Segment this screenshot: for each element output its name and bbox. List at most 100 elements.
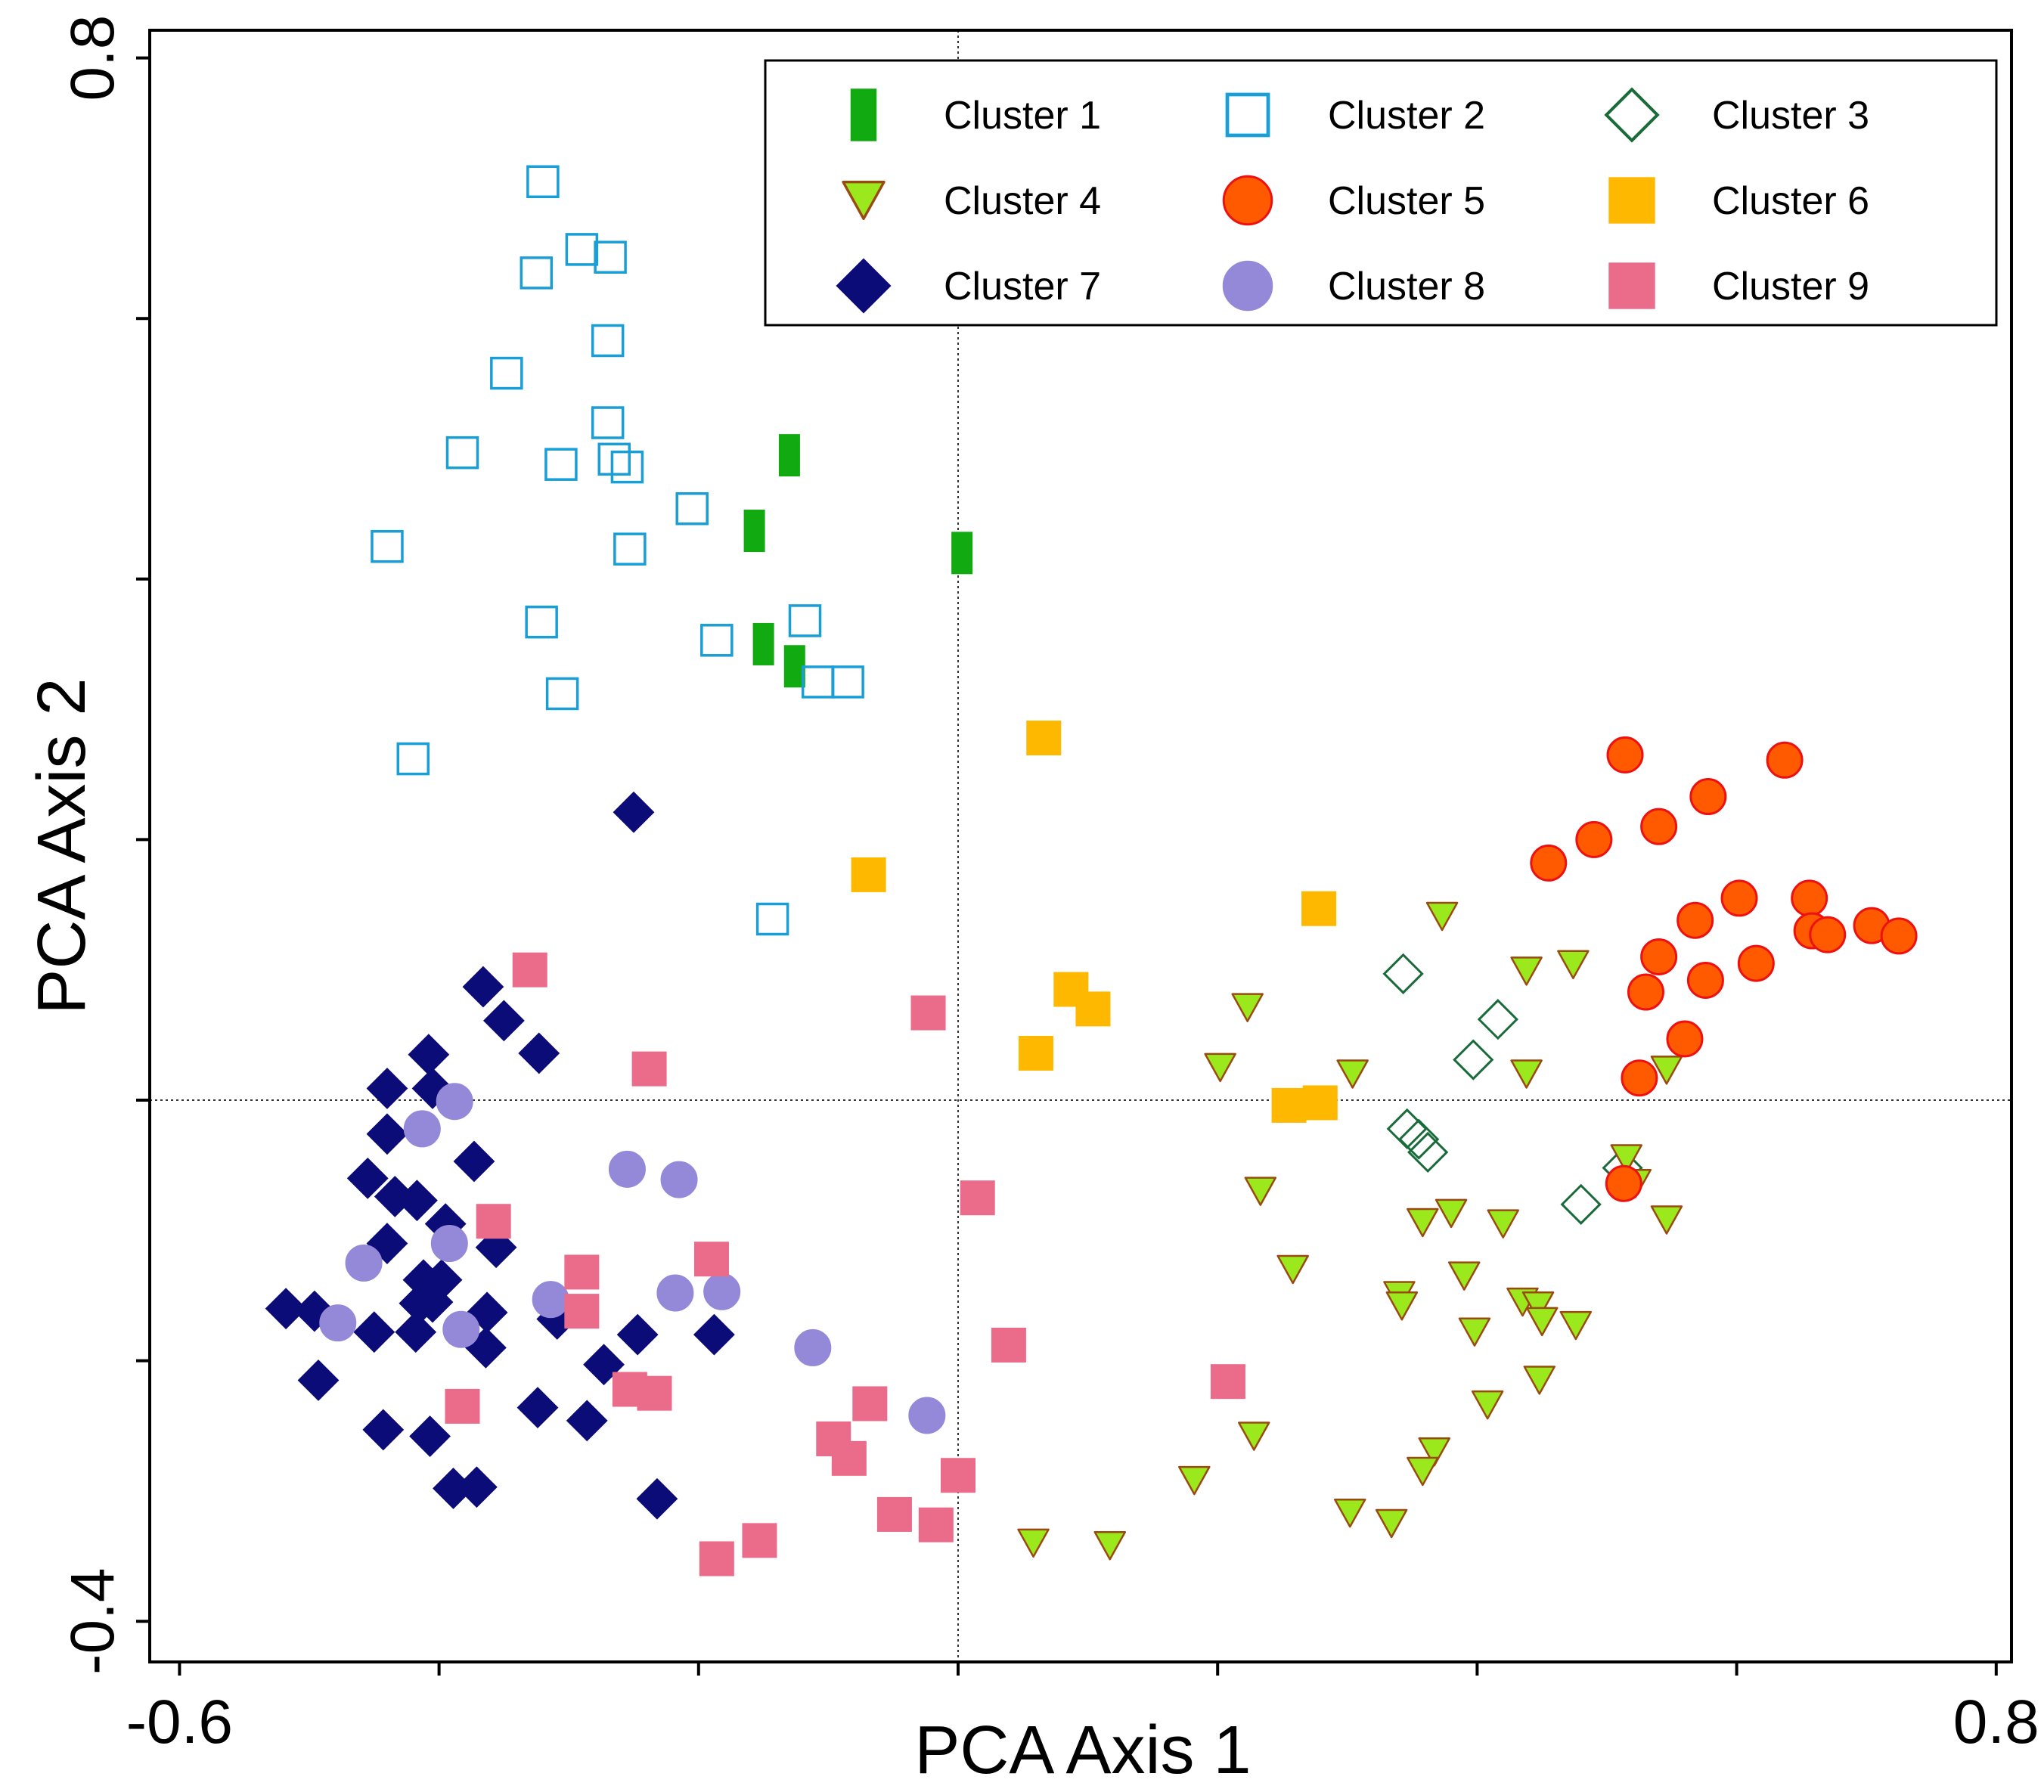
point-cluster-8-11: [794, 1328, 832, 1366]
point-cluster-4-5: [1336, 1059, 1369, 1089]
x-tick-label--0-6: -0.6: [126, 1688, 233, 1756]
point-cluster-2-21: [755, 902, 789, 936]
point-cluster-4-20: [1521, 1291, 1555, 1321]
point-cluster-9-5: [693, 1242, 729, 1277]
point-cluster-1-3: [783, 645, 805, 688]
point-cluster-7-5: [366, 1068, 408, 1109]
point-cluster-5-0: [1606, 736, 1644, 774]
legend-marker-cluster-8: [1222, 260, 1273, 312]
point-cluster-8-6: [532, 1281, 569, 1319]
point-cluster-7-23: [353, 1311, 395, 1353]
legend-item-cluster-3: Cluster 3: [1604, 87, 1869, 143]
point-cluster-2-1: [565, 233, 599, 266]
point-cluster-2-4: [591, 324, 625, 358]
point-cluster-2-20: [396, 742, 430, 776]
point-cluster-5-3: [1640, 808, 1678, 845]
point-cluster-7-1: [462, 966, 504, 1008]
point-cluster-2-7: [445, 436, 479, 470]
point-cluster-7-11: [396, 1180, 438, 1222]
point-cluster-4-28: [1407, 1456, 1439, 1487]
point-cluster-2-2: [520, 256, 554, 290]
point-cluster-9-7: [564, 1294, 600, 1329]
legend: Cluster 1 Cluster 2 Cluster 3 Cluster 4 Clus…: [764, 59, 1998, 327]
point-cluster-1-1: [743, 510, 765, 553]
point-cluster-4-10: [1407, 1208, 1439, 1238]
point-cluster-9-0: [512, 952, 547, 987]
point-cluster-4-6: [1510, 1059, 1543, 1089]
point-cluster-8-12: [908, 1397, 946, 1434]
point-cluster-4-12: [1487, 1209, 1519, 1239]
point-cluster-9-16: [941, 1458, 975, 1493]
point-cluster-5-14: [1737, 944, 1775, 982]
point-cluster-8-0: [436, 1083, 473, 1121]
point-cluster-9-13: [852, 1386, 888, 1422]
point-cluster-4-4: [1204, 1053, 1236, 1083]
point-cluster-3-1: [1477, 999, 1518, 1040]
point-cluster-7-24: [395, 1311, 437, 1353]
point-cluster-7-19: [265, 1288, 307, 1330]
series-cluster-8: [319, 1083, 946, 1434]
point-cluster-4-14: [1650, 1205, 1683, 1235]
point-cluster-7-35: [455, 1466, 498, 1508]
point-cluster-5-13: [1640, 938, 1678, 975]
legend-item-cluster-5: Cluster 5: [1222, 175, 1485, 226]
legend-marker-cluster-6: [1608, 177, 1655, 224]
point-cluster-2-0: [526, 165, 560, 199]
point-cluster-6-2: [1301, 891, 1337, 926]
legend-item-cluster-1: Cluster 1: [850, 88, 1101, 141]
point-cluster-5-5: [1530, 844, 1568, 882]
point-cluster-9-8: [991, 1327, 1026, 1363]
point-cluster-7-26: [693, 1313, 735, 1356]
point-cluster-2-18: [801, 665, 835, 699]
x-axis-title: PCA Axis 1: [914, 1713, 1251, 1788]
x-tick-label-0-8: 0.8: [1953, 1688, 2039, 1756]
legend-item-cluster-9: Cluster 9: [1608, 262, 1869, 309]
point-cluster-4-2: [1557, 950, 1590, 980]
point-cluster-2-6: [591, 406, 625, 439]
series-cluster-5: [1530, 736, 1918, 1202]
point-cluster-7-25: [616, 1313, 659, 1356]
point-cluster-6-5: [1018, 1035, 1053, 1071]
point-cluster-9-11: [637, 1375, 672, 1411]
data-points: [265, 165, 1918, 1577]
point-cluster-1-0: [778, 434, 800, 477]
point-cluster-6-6: [1271, 1087, 1307, 1123]
point-cluster-3-2: [1453, 1039, 1494, 1080]
point-cluster-5-1: [1766, 741, 1804, 779]
point-cluster-7-31: [566, 1400, 608, 1442]
y-tick-label--0-4: -0.4: [58, 1568, 127, 1675]
point-cluster-2-10: [610, 450, 644, 484]
point-cluster-4-23: [1458, 1317, 1491, 1347]
y-tick-label-0-8: 0.8: [58, 15, 127, 101]
point-cluster-2-5: [490, 356, 523, 390]
point-cluster-3-6: [1560, 1183, 1602, 1225]
point-cluster-9-4: [476, 1204, 511, 1239]
point-cluster-9-9: [1210, 1364, 1245, 1400]
point-cluster-2-12: [371, 529, 404, 563]
point-cluster-1-2: [752, 622, 774, 665]
point-cluster-4-29: [1178, 1465, 1211, 1496]
point-cluster-2-3: [594, 240, 627, 274]
axis-ticks: [136, 56, 1998, 1676]
point-cluster-8-9: [319, 1304, 357, 1342]
point-cluster-9-3: [960, 1180, 995, 1216]
legend-marker-cluster-4: [842, 181, 886, 220]
legend-marker-cluster-2: [1225, 92, 1270, 138]
point-cluster-5-18: [1621, 1059, 1658, 1097]
plot-frame: [148, 29, 2013, 1663]
legend-marker-cluster-9: [1608, 262, 1655, 309]
point-cluster-4-18: [1385, 1291, 1419, 1321]
point-cluster-5-17: [1666, 1020, 1704, 1058]
point-cluster-4-15: [1276, 1254, 1309, 1285]
point-cluster-4-32: [1017, 1528, 1050, 1558]
point-cluster-5-16: [1627, 973, 1664, 1011]
point-cluster-4-9: [1244, 1177, 1277, 1206]
point-cluster-5-7: [1791, 879, 1828, 917]
point-cluster-4-8: [1610, 1144, 1642, 1173]
point-cluster-7-32: [362, 1409, 405, 1451]
point-cluster-8-3: [660, 1161, 698, 1198]
point-cluster-4-30: [1333, 1498, 1366, 1528]
point-cluster-8-4: [430, 1225, 468, 1263]
point-cluster-2-14: [525, 605, 558, 639]
